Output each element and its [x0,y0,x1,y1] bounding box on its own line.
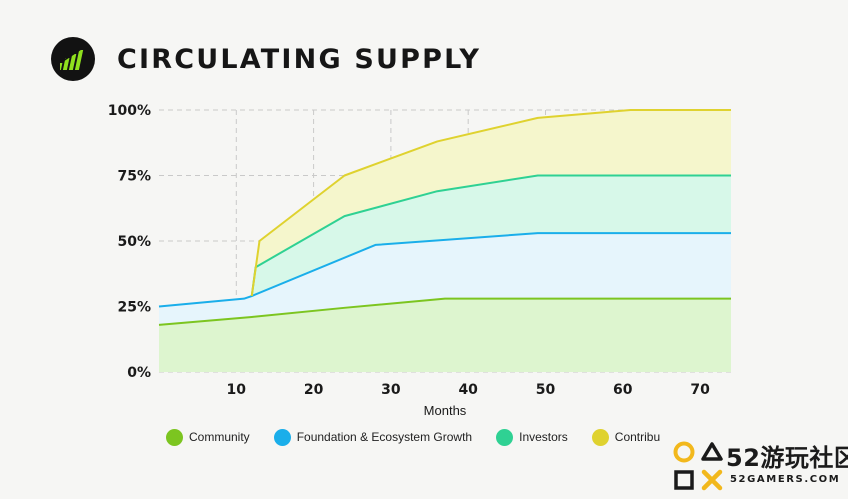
y-tick-label: 25% [117,300,151,316]
legend-label: Investors [519,430,568,444]
gamepad-symbols-icon [673,441,723,491]
legend-item: Contributors [591,428,660,446]
series-line [250,109,731,297]
y-tick-label: 0% [127,365,151,381]
x-tick-label: 50 [536,382,556,398]
chart-legend: Community Foundation & Ecosystem Growth In… [166,425,660,449]
legend-label: Community [189,430,250,444]
legend-item: Community [166,428,250,446]
legend-label: Foundation & Ecosystem Growth [296,430,473,444]
series-area [159,298,731,372]
bar-chart-trend-icon [51,37,95,81]
watermark-text: 52游玩社区 [726,444,848,472]
legend-swatch [591,428,609,446]
series-line [158,297,731,326]
x-tick-label: 60 [613,382,633,398]
legend-label: Contributors [614,430,660,444]
page-title: CIRCULATING SUPPLY [117,43,482,75]
header: CIRCULATING SUPPLY [51,36,481,82]
x-tick-label: 20 [304,382,324,398]
legend-swatch [496,428,514,446]
y-tick-label: 75% [117,169,151,185]
x-tick-label: 10 [227,382,247,398]
legend-item: Investors [496,428,568,446]
x-tick-label: 40 [458,382,478,398]
y-tick-label: 100% [108,103,151,119]
y-tick-label: 50% [117,234,151,250]
watermark-subtext: 52GAMERS.COM [730,474,841,485]
legend-item: Foundation & Ecosystem Growth [273,428,473,446]
legend-swatch [166,428,183,446]
x-axis-label: Months [424,403,467,418]
legend-swatch [273,428,291,446]
series-line [158,232,731,308]
x-tick-label: 70 [690,382,710,398]
x-tick-label: 30 [381,382,401,398]
watermark: 52游玩社区 52GAMERS.COM [668,436,848,494]
